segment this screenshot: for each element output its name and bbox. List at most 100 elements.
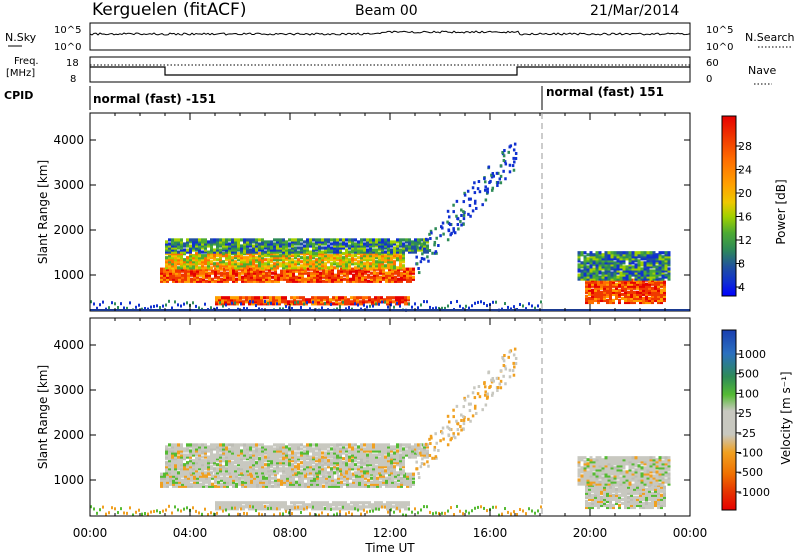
velocity-cell [400,482,403,486]
power-cell [648,280,651,284]
power-cell [293,298,296,302]
velocity-cell [267,449,270,453]
power-cell [288,258,291,262]
power-cell [400,271,403,275]
power-cell [255,264,258,268]
velocity-cell [408,453,411,457]
power-cell [398,300,401,304]
power-cell [648,296,651,301]
power-cell [308,300,311,304]
power-cell [401,296,404,300]
power-cell [222,304,224,308]
power-cell [259,273,262,277]
power-cell [269,296,272,300]
power-cell [639,294,642,298]
power-cell [355,277,358,281]
power-cell [405,248,408,252]
power-cell [600,290,603,294]
power-cell [297,242,300,246]
power-cell [291,240,294,244]
power-cell [102,300,104,304]
velocity-cell [368,505,371,509]
power-cell [393,242,396,246]
power-cell [433,243,436,247]
velocity-cell [597,497,600,501]
velocity-cell [265,478,268,482]
velocity-cell [160,484,163,488]
velocity-cell [294,445,297,449]
velocity-cell [351,443,354,447]
power-cell [168,260,171,264]
power-cell [366,258,369,262]
power-cell [667,251,671,255]
velocity-cell [183,463,186,467]
velocity-cell [240,449,243,453]
power-cell [183,244,186,248]
power-cell [378,262,381,266]
power-cell [655,265,659,269]
power-cell [468,306,470,310]
velocity-cell [384,455,387,459]
power-cell [282,240,285,244]
velocity-cell [187,484,190,488]
velocity-cell [264,467,267,471]
power-cell [186,266,189,270]
power-cell [253,273,256,277]
velocity-cell [621,489,624,493]
velocity-cell [335,501,338,505]
power-cell [276,244,279,248]
power-cell [619,265,623,269]
power-cell [318,238,321,242]
power-cell [183,242,186,246]
velocity-cell [325,480,328,484]
power-cell [405,240,408,244]
velocity-cell [376,478,379,482]
power-cell [183,266,186,270]
velocity-cell [168,469,171,473]
velocity-cell [588,489,591,493]
power-cell [426,244,429,248]
power-cell [654,280,657,284]
power-cell [648,290,651,294]
velocity-cell [258,451,261,455]
power-cell [351,248,354,252]
velocity-cell [338,507,341,511]
velocity-cell [252,469,255,473]
power-cell [345,244,348,248]
velocity-cell [376,482,379,486]
velocity-cell [270,459,273,463]
power-cell [243,244,246,248]
velocity-cell [211,476,214,480]
velocity-cell [330,463,333,467]
power-cell [321,238,324,242]
velocity-cell [180,459,183,463]
power-cell [358,269,361,273]
velocity-cell [280,478,283,482]
power-cell [270,264,273,268]
velocity-cell [243,461,246,465]
power-cell [402,254,405,258]
velocity-cell [276,443,279,447]
velocity-cell [639,499,642,503]
power-cell [609,298,612,303]
power-cell [667,273,671,277]
power-cell [306,260,309,264]
power-cell [231,258,234,262]
velocity-cell [275,505,278,509]
power-cell [601,263,605,267]
power-cell [346,275,349,279]
power-cell [583,251,587,255]
velocity-cell [396,451,399,455]
power-cell [585,300,588,305]
velocity-cell [228,453,231,457]
power-cell [306,248,309,252]
power-cell [294,250,297,254]
velocity-cell [223,478,226,482]
power-cell [291,246,294,250]
power-cell [502,169,505,173]
velocity-cell [290,501,293,505]
power-cell [303,302,305,306]
velocity-cell [304,474,307,478]
velocity-cell [367,484,370,488]
